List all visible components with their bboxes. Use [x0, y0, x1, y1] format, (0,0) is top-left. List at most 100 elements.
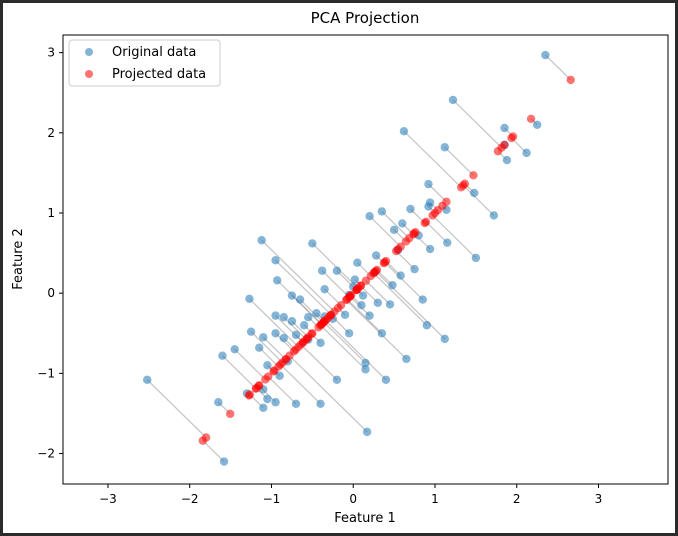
projection-line — [432, 214, 477, 259]
original-point — [271, 329, 280, 338]
x-tick-label: −3 — [99, 492, 117, 506]
projection-line — [384, 261, 424, 301]
projected-point — [198, 436, 208, 445]
original-point — [246, 327, 256, 336]
original-point — [214, 398, 223, 407]
original-point — [500, 123, 509, 133]
original-point — [377, 207, 387, 216]
original-point — [424, 202, 433, 211]
x-axis-ticks: −3 −2 −1 0 1 2 3 — [99, 484, 602, 506]
y-tick-label: 2 — [47, 126, 55, 140]
original-point — [388, 280, 397, 290]
original-point — [263, 361, 272, 370]
projected-point — [409, 229, 419, 238]
original-point — [279, 313, 288, 322]
projection-line — [375, 270, 446, 340]
original-point — [218, 351, 227, 360]
projected-point — [421, 217, 431, 227]
x-tick-label: −1 — [263, 492, 281, 506]
original-point — [263, 394, 272, 404]
projection-line — [234, 348, 266, 380]
original-point — [502, 155, 512, 165]
original-point — [287, 317, 297, 326]
original-point — [316, 338, 325, 348]
projected-point — [264, 372, 273, 381]
x-tick-label: 2 — [513, 492, 521, 506]
original-point — [332, 375, 342, 384]
original-point — [255, 343, 264, 352]
projection-line — [300, 344, 338, 381]
projected-point — [285, 351, 294, 360]
projected-point — [326, 311, 335, 320]
projected-point — [296, 340, 306, 349]
original-point — [273, 276, 282, 285]
projection-line — [250, 331, 283, 363]
original-point — [295, 295, 305, 304]
projection-line — [403, 130, 462, 188]
original-point — [522, 148, 531, 158]
projection-line — [346, 298, 383, 334]
original-point — [371, 251, 381, 260]
y-tick-label: −2 — [37, 447, 55, 461]
original-point — [312, 309, 321, 318]
legend-original-marker — [85, 48, 93, 56]
x-tick-label: 3 — [595, 492, 603, 506]
original-point — [406, 204, 415, 214]
projection-line — [146, 379, 207, 438]
projected-point — [380, 258, 389, 267]
projected-point — [493, 147, 503, 156]
x-axis-label: Feature 1 — [334, 511, 396, 526]
original-point — [340, 310, 350, 320]
chart-title: PCA Projection — [311, 9, 420, 27]
projection-line — [444, 146, 474, 176]
projection-line — [395, 250, 416, 270]
original-point — [245, 294, 254, 303]
original-point — [143, 375, 152, 384]
original-point — [396, 271, 405, 280]
projection-line — [311, 243, 359, 289]
original-point — [271, 256, 280, 265]
projection-line — [283, 316, 307, 340]
projection-line — [262, 336, 287, 360]
original-point — [489, 211, 499, 220]
projection-line — [248, 298, 299, 348]
y-tick-label: 0 — [47, 286, 55, 300]
original-point — [541, 50, 550, 60]
y-tick-label: 1 — [47, 206, 55, 220]
projected-point — [356, 281, 365, 291]
original-point — [373, 298, 382, 307]
original-point — [389, 225, 399, 235]
plot-area — [62, 34, 669, 485]
original-point — [422, 321, 432, 330]
original-point — [362, 427, 372, 437]
projection-line — [365, 280, 391, 305]
original-point — [448, 95, 458, 105]
x-tick-label: −2 — [181, 492, 199, 506]
x-tick-label: 1 — [431, 492, 439, 506]
original-point — [344, 329, 354, 338]
projected-point — [566, 75, 575, 85]
projection-line — [221, 355, 257, 390]
projection-line — [275, 332, 295, 352]
original-point — [350, 275, 360, 284]
original-point — [440, 334, 450, 344]
original-point — [279, 333, 288, 343]
projection-line — [381, 210, 410, 239]
projection-line — [289, 355, 368, 433]
projected-point — [302, 334, 312, 343]
projected-point — [458, 181, 468, 190]
original-point — [418, 295, 427, 304]
projected-point — [225, 409, 235, 419]
projected-point — [321, 316, 330, 325]
projection-line — [452, 99, 503, 149]
original-point — [532, 120, 542, 129]
original-point — [291, 399, 301, 409]
y-axis-label: Feature 2 — [11, 228, 26, 290]
original-point — [287, 291, 297, 300]
projected-point — [469, 171, 478, 180]
projection-line — [267, 376, 297, 405]
original-point — [271, 311, 280, 320]
original-point — [377, 329, 387, 338]
projection-line — [258, 347, 279, 368]
projection-line — [373, 272, 428, 326]
